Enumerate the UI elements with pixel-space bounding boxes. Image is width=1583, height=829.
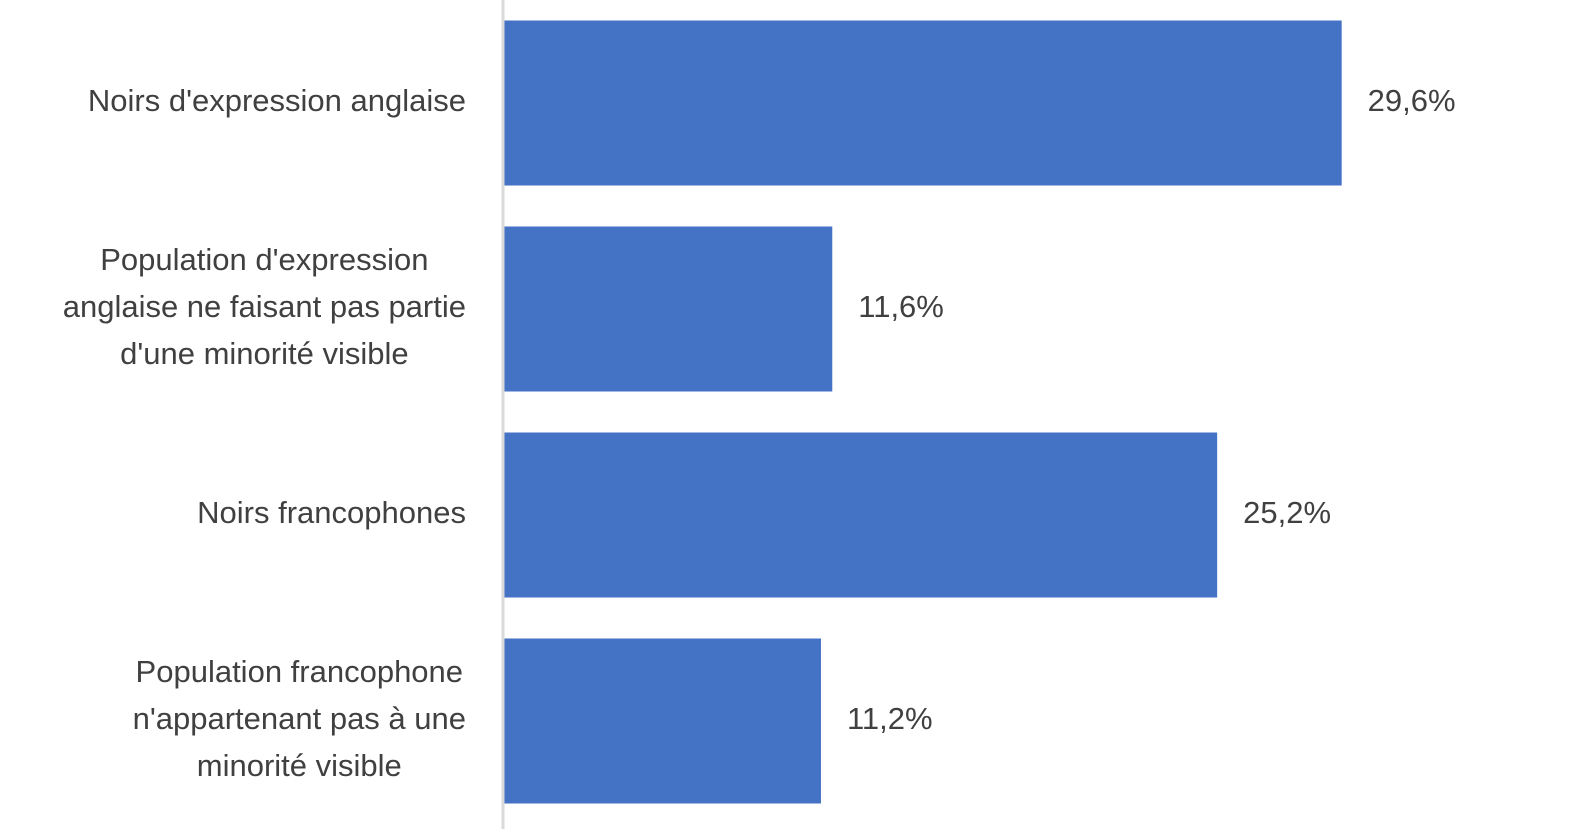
- category-label-line: Population d'expression: [100, 242, 428, 277]
- data-label-3: 25,2%: [1243, 495, 1331, 530]
- category-label-2: Population d'expression anglaise ne faisa…: [63, 242, 466, 371]
- bar-4: [504, 638, 821, 804]
- data-label-4: 11,2%: [847, 701, 933, 736]
- bar-1: [504, 20, 1342, 186]
- category-label-line: anglaise ne faisant pas partie: [63, 289, 466, 324]
- category-label-line: Noirs d'expression anglaise: [88, 83, 466, 118]
- bar-3: [504, 432, 1218, 598]
- labels-layer: 29,6% Noirs d'expression anglaise 11,6% Pop…: [63, 83, 1456, 783]
- category-label-line: minorité visible: [197, 748, 402, 783]
- category-label-3: Noirs francophones: [197, 495, 466, 530]
- bar-2: [504, 226, 833, 392]
- category-label-line: Noirs francophones: [197, 495, 466, 530]
- category-label-1: Noirs d'expression anglaise: [88, 83, 466, 118]
- data-label-2: 11,6%: [858, 289, 944, 324]
- data-label-1: 29,6%: [1368, 83, 1456, 118]
- category-label-line: Population francophone: [136, 654, 463, 689]
- category-label-line: d'une minorité visible: [120, 336, 409, 371]
- category-label-line: n'appartenant pas à une: [133, 701, 466, 736]
- bars-layer: [504, 20, 1342, 804]
- category-label-4: Population francophone n'appartenant pas …: [133, 654, 466, 783]
